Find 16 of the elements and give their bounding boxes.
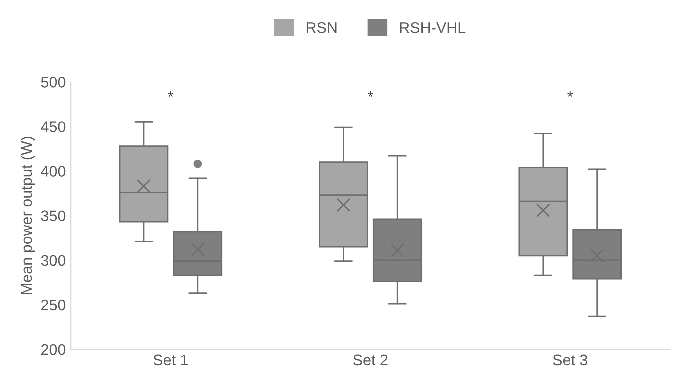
- y-tick-label: 300: [41, 255, 66, 266]
- y-tick-label: 350: [41, 210, 66, 222]
- annotation: *: [168, 92, 174, 97]
- x-tick-label: Set 1: [154, 354, 188, 366]
- annotation: *: [368, 92, 374, 97]
- x-tick-label: Set 3: [553, 354, 588, 366]
- y-tick-label: 500: [41, 77, 66, 88]
- legend-label: RSN: [306, 22, 337, 34]
- y-tick-label: 400: [41, 166, 66, 177]
- y-axis-title: Mean power output (W): [20, 136, 36, 294]
- y-tick-label: 200: [42, 344, 66, 356]
- x-tick-label: Set 2: [354, 354, 388, 366]
- y-tick-label: 250: [42, 300, 66, 311]
- y-tick-label: 450: [41, 122, 66, 132]
- legend-label: RSH-VHL: [400, 22, 466, 34]
- annotation: *: [568, 92, 574, 97]
